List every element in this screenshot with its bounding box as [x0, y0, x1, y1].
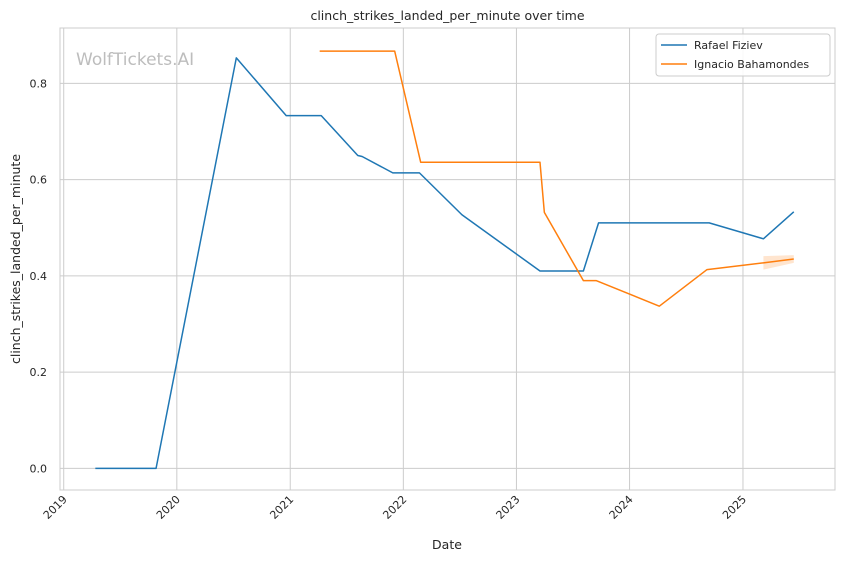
grid	[60, 28, 835, 490]
chart-title: clinch_strikes_landed_per_minute over ti…	[310, 8, 584, 23]
x-axis-label: Date	[432, 537, 462, 552]
series-line	[319, 50, 794, 307]
series-lines	[95, 50, 795, 470]
y-tick-label: 0.2	[30, 366, 48, 379]
y-tick-label: 0.4	[30, 270, 48, 283]
series-line	[95, 57, 795, 470]
watermark: WolfTickets.AI	[76, 50, 194, 70]
legend-label: Ignacio Bahamondes	[694, 58, 809, 71]
y-axis-ticks: 0.0 0.2 0.4 0.6 0.8	[30, 77, 48, 475]
legend-box	[655, 33, 831, 77]
series-band	[763, 255, 794, 270]
legend: Rafael Fiziev Ignacio Bahamondes	[655, 33, 831, 77]
y-tick-label: 0.0	[30, 462, 48, 475]
legend-label: Rafael Fiziev	[694, 39, 763, 52]
plot-frame	[59, 27, 836, 491]
confidence-band	[763, 255, 794, 270]
y-tick-label: 0.6	[30, 174, 48, 187]
y-tick-label: 0.8	[30, 77, 48, 90]
y-axis-label: clinch_strikes_landed_per_minute	[8, 154, 23, 364]
